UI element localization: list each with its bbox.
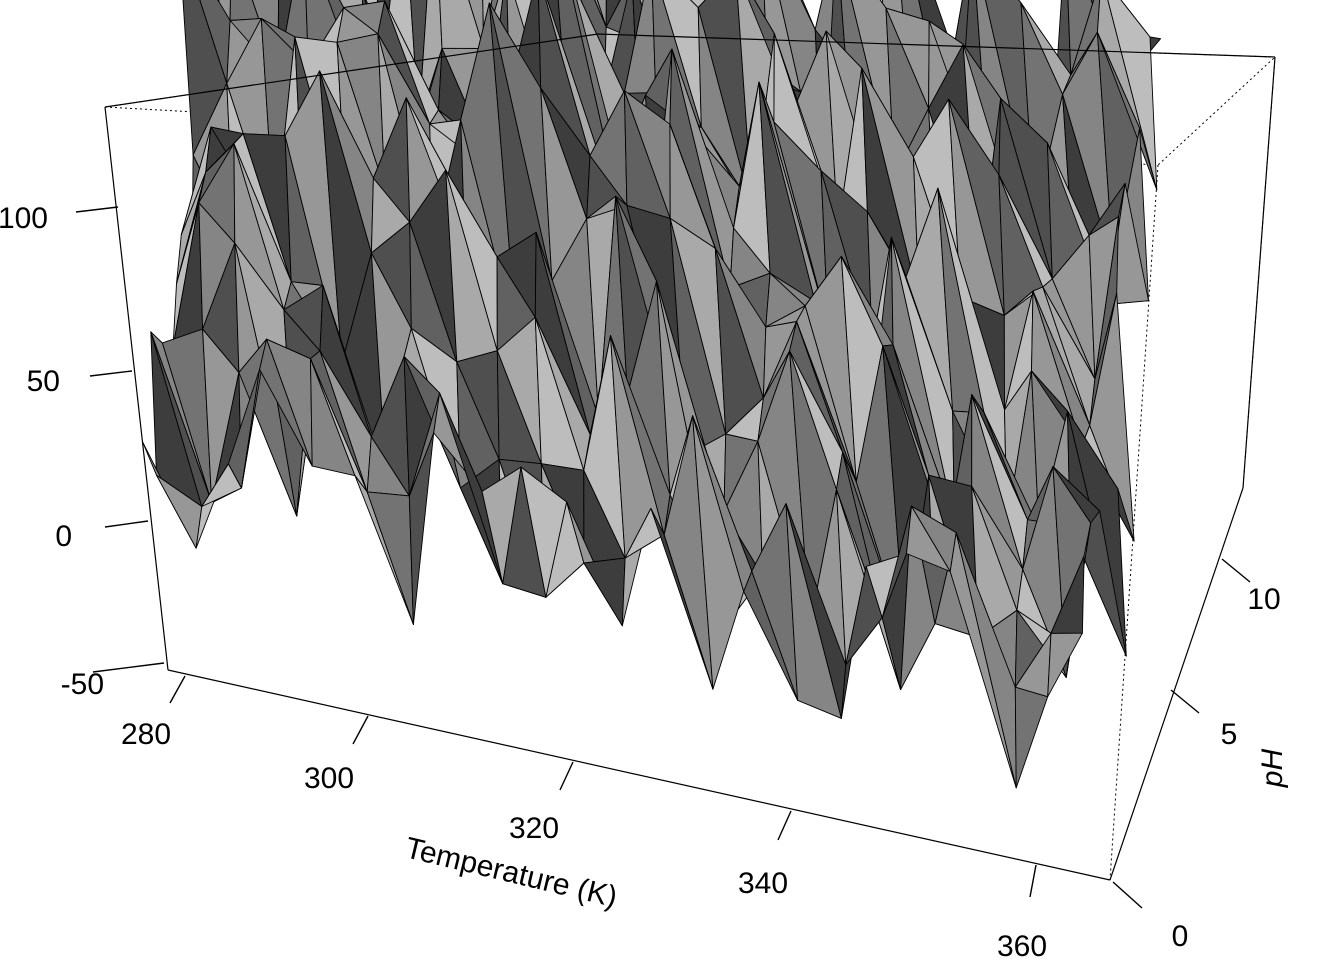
box-front-bottom: [167, 669, 1111, 881]
z-tick-label: 0: [55, 520, 72, 553]
z-axis: -50 0 50 100: [0, 202, 165, 701]
z-tick-mark: [89, 370, 133, 377]
box-top-right: [597, 33, 1276, 58]
x-tick-mark: [1029, 864, 1037, 898]
x-tick-label: 300: [304, 762, 354, 795]
y-tick-mark: [1112, 881, 1143, 909]
z-tick-label: 50: [27, 365, 60, 398]
surface-facet: [366, 491, 414, 625]
y-tick-label: 0: [1172, 920, 1189, 953]
surface-facet: [596, 0, 607, 28]
surface-facet: [1107, 0, 1158, 191]
z-tick-mark: [104, 520, 149, 528]
surface-mesh: [141, 0, 1162, 789]
x-tick-label: 360: [997, 930, 1047, 960]
surface-facet: [1047, 632, 1083, 698]
x-tick-mark: [777, 810, 792, 841]
z-tick-mark: [75, 206, 119, 213]
x-axis: 280 300 320 340 360 Temperature (K): [121, 675, 1047, 960]
surface-facet: [1014, 686, 1049, 789]
surface-facet: [1088, 182, 1126, 236]
box-right-bottom: [1109, 487, 1244, 881]
x-tick-mark: [559, 761, 574, 791]
y-axis-title: pH: [1256, 748, 1289, 788]
x-tick-label: 320: [509, 812, 559, 845]
y-tick-mark: [1221, 558, 1251, 583]
surface-facet: [1050, 555, 1085, 634]
surface-facet: [1094, 216, 1119, 380]
box-front-edges: [104, 33, 1276, 881]
surface-facet: [468, 0, 485, 49]
box-top-left: [104, 33, 599, 108]
z-tick-mark: [92, 662, 165, 673]
x-tick-mark: [352, 715, 369, 745]
surface-facet: [1052, 466, 1101, 524]
y-tick-mark: [1170, 689, 1200, 714]
x-tick-label: 340: [738, 867, 788, 900]
surface-facet: [1096, 31, 1158, 191]
z-tick-label: 100: [0, 202, 48, 235]
y-tick-label: 5: [1221, 718, 1238, 751]
x-tick-label: 280: [121, 718, 171, 751]
box-right-vertical: [1242, 56, 1276, 489]
y-axis: 0 5 10 pH: [1112, 558, 1289, 953]
box-left-vertical: [104, 106, 169, 671]
surface-facet: [583, 557, 626, 627]
y-tick-label: 10: [1247, 583, 1280, 616]
z-tick-label: -50: [61, 668, 104, 701]
x-tick-mark: [169, 675, 186, 704]
